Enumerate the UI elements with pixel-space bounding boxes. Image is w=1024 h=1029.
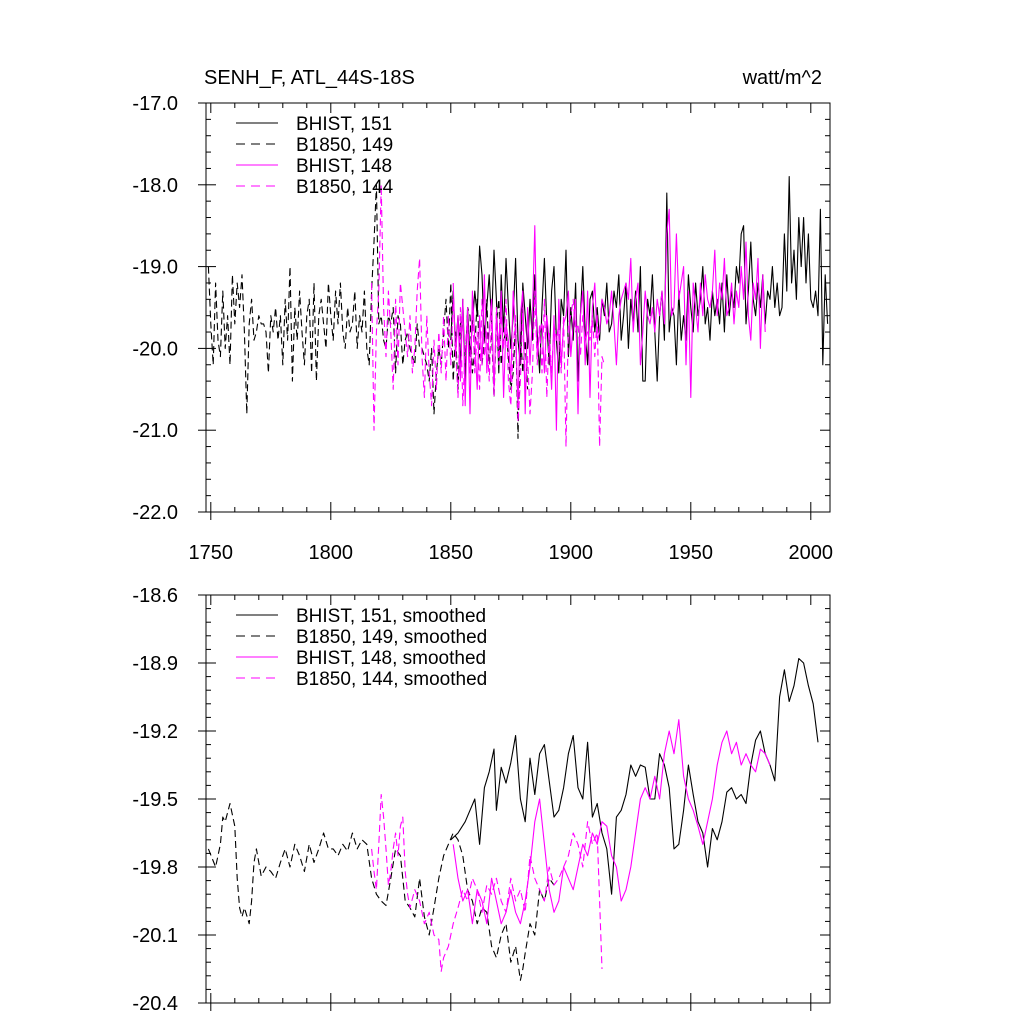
panel1-x-tick-label: 1900 [549,542,594,564]
panel1-legend-label-4: B1850, 144 [296,177,394,198]
panel2-y-tick-label: -20.1 [132,925,178,947]
panel2-legend-label-2: B1850, 149, smoothed [296,627,487,648]
panel1-units-label: watt/m^2 [742,67,822,89]
panel1-x-tick-label: 1950 [669,542,714,564]
panel1-y-tick-label: -22.0 [132,502,178,524]
panel1-x-tick-label: 1750 [189,542,234,564]
panel1-legend-label-3: BHIST, 148 [296,156,392,177]
panel1-x-tick-label: 1800 [309,542,354,564]
panel2-y-tick-label: -18.6 [132,585,178,607]
panel1-y-tick-label: -17.0 [132,93,178,115]
panel1-plot-frame [205,102,831,513]
panel2-legend-label-4: B1850, 144, smoothed [296,669,487,690]
panel1-legend-label-1: BHIST, 151 [296,114,392,135]
panel1-chart-title: SENH_F, ATL_44S-18S [204,67,415,89]
panel2-y-tick-label: -19.5 [132,789,178,811]
panel1-series-line-2 [207,184,529,439]
panel1-y-tick-label: -19.0 [132,257,178,279]
panel2-series-line-4 [371,793,603,972]
panel1-series-line-4 [371,184,605,448]
panel1-y-tick-label: -18.0 [132,175,178,197]
panel2-legend-label-3: BHIST, 148, smoothed [296,648,486,669]
panel2-y-tick-label: -18.9 [132,653,178,675]
panel2-y-tick-label: -19.8 [132,857,178,879]
panel2-series-line-1 [450,657,819,895]
panel1-legend-label-2: B1850, 149 [296,135,393,156]
panel1-x-tick-label: 2000 [789,542,834,564]
panel1-series-line-3 [452,208,766,431]
panel2-y-tick-label: -19.2 [132,721,178,743]
panel1-x-tick-label: 1850 [429,542,474,564]
panel2-series-line-2 [207,802,555,981]
panel1-y-tick-label: -21.0 [132,420,178,442]
panel1-y-tick-label: -20.0 [132,338,178,360]
panel2-legend-label-1: BHIST, 151, smoothed [296,606,486,627]
panel2-y-tick-label: -20.4 [132,993,178,1015]
